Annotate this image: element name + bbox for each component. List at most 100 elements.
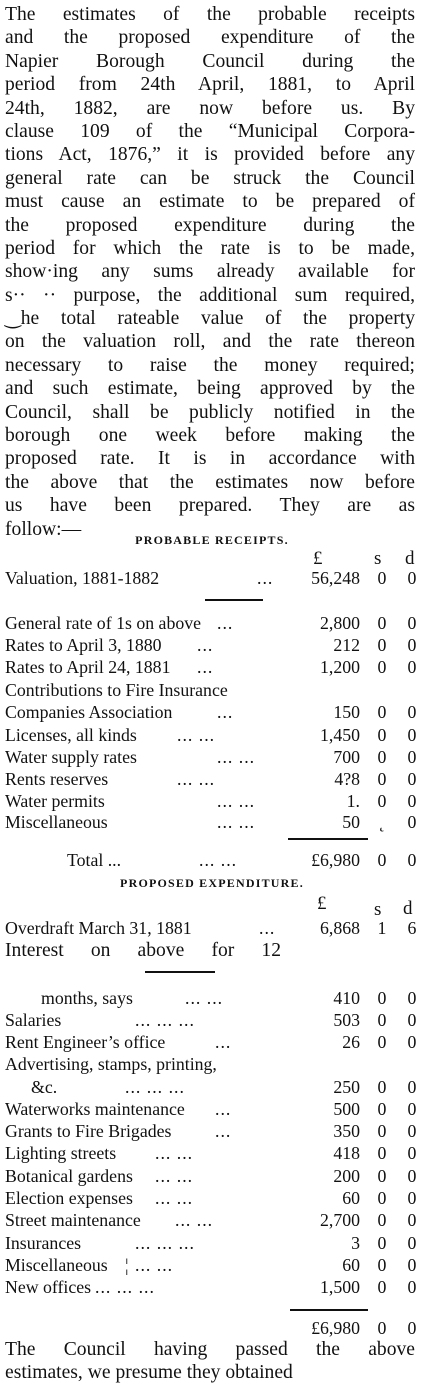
amount-shillings: 0 — [377, 1032, 387, 1052]
amount-pounds: 2,800 — [319, 613, 360, 633]
leader-dots: ... — [215, 1099, 232, 1119]
row-label: Total ... — [67, 850, 122, 870]
amount-pounds: 212 — [333, 635, 360, 655]
amount-shillings: 0 — [377, 1166, 387, 1186]
amount-pence: 6 — [407, 918, 417, 938]
text-line: clause 109 of the “Municipal Corpora- — [5, 120, 415, 142]
row-label: Water supply rates — [5, 747, 137, 767]
row-label: Licenses, all kinds — [5, 725, 137, 745]
leader-dots: ... ... — [175, 1210, 214, 1230]
leader-dots: ... — [197, 635, 214, 655]
expenditure-row: Advertising, stamps, printing, — [5, 1053, 420, 1075]
text-line: necessary to raise the money required; — [5, 354, 415, 376]
row-label: Miscellaneous — [5, 1255, 108, 1275]
overdraft-row: Overdraft March 31, 1881... 6,868 1 6 — [5, 917, 420, 939]
expenditure-rule — [145, 971, 215, 973]
row-label: Botanical gardens — [5, 1166, 133, 1186]
leader-dots: ... — [217, 613, 234, 633]
text-line: period from 24th April, 1881, to April — [5, 74, 415, 96]
amount-pounds: 503 — [333, 1010, 360, 1030]
amount-shillings: 0 — [377, 1010, 387, 1030]
amount-shillings: 0 — [377, 850, 387, 870]
amount-pence: 0 — [407, 613, 417, 633]
amount-pounds: £6,980 — [311, 850, 360, 870]
amount-pence: 0 — [407, 1210, 417, 1230]
expenditure-row: months, says ... ... 410 0 0 — [5, 987, 420, 1009]
amount-pence: 0 — [407, 1099, 417, 1119]
leader-dots: ... ... — [217, 812, 256, 832]
row-label: Rates to April 24, 1881 — [5, 657, 171, 677]
text-line: s·· ·· purpose, the additional sum requi… — [5, 284, 415, 306]
row-label: Water permits — [5, 791, 105, 811]
amount-pence: 0 — [407, 1121, 417, 1141]
leader-dots: ... ... — [177, 725, 216, 745]
leader-dots: ... — [215, 1032, 232, 1052]
amount-pounds: 200 — [333, 1166, 360, 1186]
row-label: Overdraft March 31, 1881 — [5, 918, 192, 938]
row-label: Advertising, stamps, printing, — [5, 1054, 217, 1074]
amount-pounds: 350 — [333, 1121, 360, 1141]
row-label: Rates to April 3, 1880 — [5, 635, 162, 655]
receipt-row: Water supply rates ... ... 700 0 0 — [5, 746, 420, 768]
amount-pounds: 150 — [333, 702, 360, 722]
leader-dots: ... ... — [155, 1143, 194, 1163]
receipt-row: Rents reserves ... ... 4?8 0 0 — [5, 768, 420, 790]
amount-pounds: 1,450 — [319, 725, 360, 745]
expenditure-row: Salaries ... ... ... 503 0 0 — [5, 1009, 420, 1031]
text-line: us have been prepared. They are as — [5, 495, 415, 517]
receipt-row: Contributions to Fire Insurance — [5, 679, 420, 701]
amount-pounds: 56,248 — [311, 568, 360, 588]
amount-pounds: 1,200 — [319, 657, 360, 677]
amount-pence: 0 — [407, 568, 417, 588]
amount-pence: 0 — [407, 1233, 417, 1253]
amount-shillings: 0 — [377, 613, 387, 633]
text-line: the above that the estimates now before — [5, 471, 415, 493]
amount-shillings: 0 — [377, 1210, 387, 1230]
amount-shillings: 0 — [377, 635, 387, 655]
amount-pounds: 250 — [333, 1077, 360, 1097]
receipt-row: Rates to April 24, 1881... 1,200 0 0 — [5, 656, 420, 678]
leader-dots: ... — [217, 702, 234, 722]
receipt-row: Water permits ... ... 1. 0 0 — [5, 790, 420, 812]
text-line: and such estimate, being approved by the — [5, 378, 415, 400]
receipts-total-row: Total ... ... ... £6,980 0 0 — [5, 849, 420, 871]
text-line: Napier Borough Council during the — [5, 50, 415, 72]
amount-pounds: 1,500 — [319, 1277, 360, 1297]
amount-pence: 0 — [407, 1077, 417, 1097]
amount-shillings: 0 — [377, 988, 387, 1008]
text-line: the proposed expenditure during the — [5, 214, 415, 236]
text-line: 24th, 1882, are now before us. By — [5, 97, 415, 119]
expenditure-total-row: £6,980 0 0 — [5, 1317, 420, 1339]
amount-pounds: 410 — [333, 988, 360, 1008]
amount-pounds: 2,700 — [319, 1210, 360, 1230]
amount-pence: 0 — [407, 657, 417, 677]
amount-shillings: 0 — [377, 1233, 387, 1253]
amount-pence: 0 — [407, 725, 417, 745]
amount-pence: 0 — [407, 812, 417, 832]
row-label: &c. — [31, 1077, 58, 1097]
amount-pounds: 700 — [333, 747, 360, 767]
expenditure-row: New offices... ... ... 1,500 0 0 — [5, 1276, 420, 1298]
receipt-row: General rate of 1s on above... 2,800 0 0 — [5, 612, 420, 634]
amount-pounds: 26 — [342, 1032, 360, 1052]
amount-pounds: £6,980 — [311, 1318, 360, 1338]
leader-dots: ... ... — [177, 769, 216, 789]
expenditure-col-pounds: £ — [317, 893, 327, 914]
text-line: The estimates of the probable receipts — [5, 4, 415, 25]
valuation-row: Valuation, 1881-1882... 56,248 0 0 — [5, 567, 420, 589]
amount-shillings: 0 — [377, 1277, 387, 1297]
expenditure-row: Street maintenance ... ... 2,700 0 0 — [5, 1209, 420, 1231]
amount-shillings: 0 — [377, 1077, 387, 1097]
expenditure-heading: PROPOSED EXPENDITURE. — [120, 876, 304, 890]
receipts-col-pounds: £ — [313, 548, 323, 569]
text-line: on the valuation roll, and the rate ther… — [5, 331, 415, 353]
receipts-rule — [205, 599, 263, 601]
text-line: ‿he total rateable value of the property — [5, 308, 415, 330]
amount-pounds: 1. — [346, 791, 360, 811]
leader-dots: ... — [197, 657, 214, 677]
text-line: show·ing any sums already available for — [5, 261, 415, 283]
leader-dots: ... — [259, 918, 276, 938]
text-line: The Council having passed the above — [5, 1339, 415, 1360]
leader-dots: ... ... — [185, 988, 224, 1008]
